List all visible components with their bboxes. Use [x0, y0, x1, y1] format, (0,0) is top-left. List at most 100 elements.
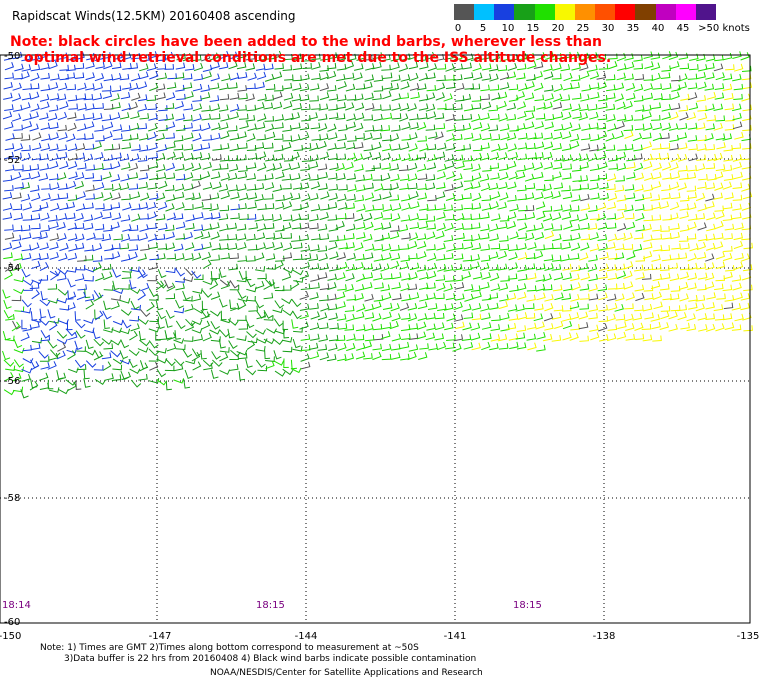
wind-barb [544, 294, 554, 302]
time-label-1: 18:14 [2, 600, 31, 611]
wind-barb [293, 327, 303, 333]
wind-barb [39, 201, 49, 210]
wind-barb [48, 104, 59, 112]
wind-barb [292, 182, 303, 190]
wind-barb [328, 172, 338, 180]
scale-label-6: 30 [601, 23, 615, 34]
wind-barb [724, 124, 735, 131]
wind-barb [320, 54, 330, 61]
wind-barb [526, 333, 536, 341]
wind-barb [193, 243, 204, 251]
wind-barb [471, 113, 481, 122]
wind-barb [642, 223, 652, 232]
wind-barb [650, 281, 661, 290]
wind-barb [652, 171, 662, 180]
wind-barb [470, 83, 481, 90]
wind-barb [138, 232, 149, 241]
wind-barb [524, 121, 535, 130]
wind-barb [140, 192, 150, 201]
wind-barb [678, 235, 689, 242]
wind-barb [707, 153, 717, 162]
wind-barb [229, 284, 240, 291]
wind-barb [390, 244, 400, 252]
wind-barb [363, 144, 374, 152]
wind-barb [238, 113, 249, 120]
wind-barb [364, 221, 374, 230]
wind-barb [597, 222, 608, 230]
wind-barb [191, 124, 202, 132]
wind-barb [245, 278, 256, 288]
wind-barb [741, 162, 752, 170]
wind-barb [651, 321, 661, 330]
wind-barb [445, 133, 455, 142]
wind-barb [499, 164, 509, 171]
time-label-2: 18:15 [256, 600, 285, 611]
wind-barb [722, 164, 733, 172]
wind-barb [50, 203, 60, 212]
wind-barb [561, 313, 572, 322]
wind-barb [714, 283, 724, 291]
wind-barb [562, 320, 573, 330]
lon-label-150: -150 [0, 631, 22, 642]
wind-barb [129, 288, 141, 294]
wind-barb [571, 93, 582, 100]
wind-barb [317, 344, 328, 351]
wind-barb [282, 267, 294, 274]
wind-barb [111, 243, 121, 250]
wind-barb [464, 293, 474, 302]
wind-barb [227, 319, 239, 326]
wind-barb [382, 183, 392, 191]
wind-barb [148, 356, 159, 362]
wind-barb [356, 342, 366, 351]
wind-barb [175, 173, 186, 181]
wind-barb [219, 205, 230, 212]
wind-barb [533, 61, 544, 69]
wind-barb [623, 114, 634, 122]
wind-barb [472, 291, 482, 300]
wind-barb [355, 351, 366, 360]
wind-barb [146, 63, 157, 71]
wind-barb [102, 212, 112, 220]
wind-barb [12, 152, 22, 160]
wind-barb [75, 233, 85, 242]
wind-barb [41, 193, 51, 201]
wind-barb [11, 234, 22, 242]
wind-barb [569, 253, 580, 260]
wind-barb [534, 94, 545, 102]
wind-barb [103, 74, 114, 82]
wind-barb [589, 111, 599, 120]
wind-barb [518, 205, 528, 212]
wind-barb [527, 242, 537, 250]
wind-barb [93, 338, 104, 347]
wind-barb [417, 135, 427, 142]
wind-barb [723, 271, 733, 280]
wind-barb [165, 318, 173, 328]
wind-barb [245, 358, 253, 369]
wind-barb [2, 289, 11, 299]
wind-barb [299, 213, 310, 220]
wind-barb [210, 291, 221, 300]
wind-barb [22, 202, 32, 211]
wind-barb [291, 122, 301, 130]
wind-barb [498, 343, 509, 350]
wind-barb [652, 83, 662, 90]
wind-barb [247, 192, 258, 200]
wind-barb [191, 270, 202, 279]
wind-barb [382, 204, 393, 212]
wind-barb [104, 253, 114, 260]
wind-barb [687, 282, 697, 290]
wind-barb [165, 121, 176, 130]
wind-barb [84, 112, 95, 120]
wind-barb [679, 112, 689, 121]
wind-barb [687, 92, 698, 101]
wind-barb [149, 193, 159, 200]
wind-barb [83, 94, 94, 101]
wind-barb [463, 203, 474, 210]
wind-barb [21, 244, 32, 252]
wind-barb [552, 171, 562, 180]
wind-barb [688, 102, 699, 111]
wind-barb [660, 225, 670, 232]
wind-barb [461, 271, 472, 280]
wind-barb [625, 192, 636, 200]
wind-barb [274, 114, 285, 122]
